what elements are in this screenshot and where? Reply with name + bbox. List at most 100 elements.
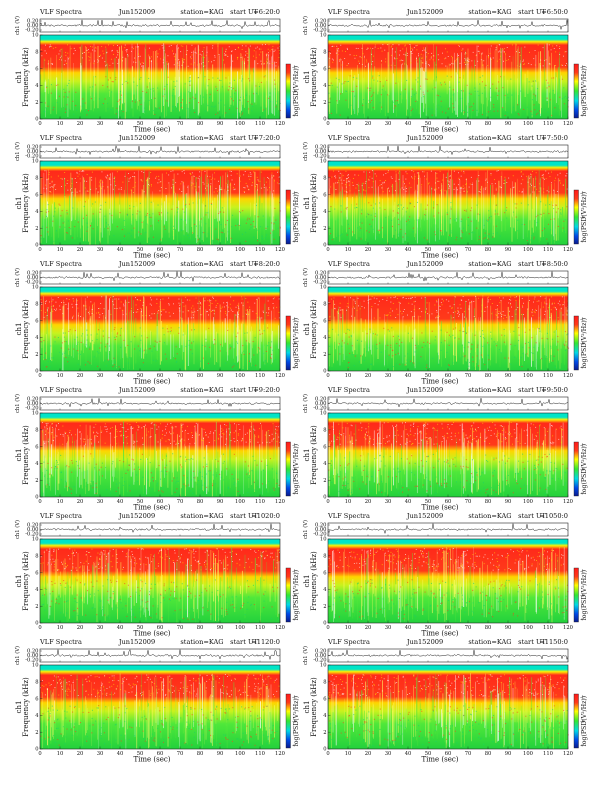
channel-side-label: ch1 xyxy=(303,449,311,462)
spectrogram-texture xyxy=(328,673,569,749)
time-tick-label: 70 xyxy=(177,751,184,757)
waveform-tick-label: 0.00 xyxy=(27,23,39,29)
waveform-tick-label: -0.20 xyxy=(313,154,326,160)
frequency-axis-label: Frequency (kHz) xyxy=(22,677,30,737)
colorbar-label: log(PSD(V²/Hz)) xyxy=(293,192,300,242)
frequency-tick-label: 0 xyxy=(35,369,38,375)
panel-station: station=KAG xyxy=(180,386,223,394)
waveform-tick-label: 0.00 xyxy=(315,653,327,659)
spectrogram-panel: VLF Spectra Jun152009 station=KAG start UT =… xyxy=(12,132,300,260)
waveform-ylabel: ch1 (V) xyxy=(302,646,309,665)
waveform-ylabel: ch1 (V) xyxy=(302,142,309,161)
waveform-tick-label: -0.20 xyxy=(25,658,38,664)
frequency-tick-label: 4 xyxy=(323,461,327,467)
panel-station: station=KAG xyxy=(180,8,223,16)
time-tick-label: 50 xyxy=(137,751,144,757)
time-tick-label: 110 xyxy=(543,499,553,505)
time-tick-label: 90 xyxy=(217,625,224,631)
time-tick-label: 40 xyxy=(117,121,124,127)
time-tick-label: 20 xyxy=(77,751,84,757)
colorbar-tick-label: -4 xyxy=(580,89,584,94)
spectrogram-image xyxy=(40,161,280,245)
frequency-tick-label: 8 xyxy=(323,554,326,560)
colorbar-tick-label: -4 xyxy=(292,341,296,346)
panel-date: Jun152009 xyxy=(406,638,443,646)
time-tick-label: 120 xyxy=(563,121,573,127)
waveform-ylabel: ch1 (V) xyxy=(14,16,21,35)
time-tick-label: 100 xyxy=(235,121,245,127)
frequency-tick-label: 10 xyxy=(320,663,327,669)
panel-svg: VLF Spectra Jun152009 station=KAG start UT=… xyxy=(14,512,300,638)
panel-station: station=KAG xyxy=(180,134,223,142)
time-tick-label: 0 xyxy=(326,247,329,253)
colorbar-tick-label: -7 xyxy=(580,239,584,244)
spectrogram-texture xyxy=(328,547,569,623)
frequency-tick-label: 2 xyxy=(35,478,38,484)
panel-type-label: VLF Spectra xyxy=(327,260,370,268)
time-tick-label: 20 xyxy=(365,751,372,757)
time-axis-label: Time (sec) xyxy=(421,378,458,386)
time-tick-label: 60 xyxy=(157,373,164,379)
time-tick-label: 100 xyxy=(523,499,533,505)
waveform-tick-label: -0.20 xyxy=(313,532,326,538)
panel-type-label: VLF Spectra xyxy=(327,134,370,142)
time-tick-label: 30 xyxy=(385,121,392,127)
time-tick-label: 60 xyxy=(445,625,452,631)
spectrogram-image xyxy=(328,413,568,497)
panel-date: Jun152009 xyxy=(118,260,155,268)
waveform-tick-label: 0.20 xyxy=(27,19,39,25)
frequency-tick-label: 4 xyxy=(323,83,327,89)
time-tick-label: 10 xyxy=(345,373,352,379)
frequency-tick-label: 4 xyxy=(323,587,327,593)
spectrogram-panel: VLF Spectra Jun152009 station=KAG start UT =… xyxy=(300,384,588,512)
frequency-axis-label: Frequency (kHz) xyxy=(310,299,318,359)
waveform-tick-label: 0.20 xyxy=(315,19,327,25)
waveform-tick-label: -0.20 xyxy=(25,154,38,160)
frequency-axis-label: Frequency (kHz) xyxy=(310,551,318,611)
colorbar-tick-label: -1 xyxy=(292,695,296,700)
colorbar xyxy=(573,567,579,623)
waveform-trace xyxy=(327,398,569,408)
time-tick-label: 90 xyxy=(217,499,224,505)
spectrogram-panel: VLF Spectra Jun152009 station=KAG start UT =… xyxy=(12,258,300,386)
frequency-tick-label: 2 xyxy=(323,478,326,484)
time-tick-label: 30 xyxy=(97,121,104,127)
colorbar-tick-label: -1 xyxy=(292,191,296,196)
waveform-tick-label: 0.00 xyxy=(315,527,327,533)
waveform-tick-label: 0.20 xyxy=(27,649,39,655)
frequency-tick-label: 8 xyxy=(35,680,38,686)
time-tick-label: 0 xyxy=(38,499,41,505)
time-tick-label: 60 xyxy=(157,247,164,253)
time-tick-label: 70 xyxy=(177,499,184,505)
panel-start-prefix: start UT xyxy=(230,260,258,268)
time-tick-label: 110 xyxy=(255,499,265,505)
time-tick-label: 20 xyxy=(77,373,84,379)
colorbar-label: log(PSD(V²/Hz)) xyxy=(581,192,588,242)
time-tick-label: 20 xyxy=(365,247,372,253)
waveform-ylabel: ch1 (V) xyxy=(302,520,309,539)
panel-svg: VLF Spectra Jun152009 station=KAG start UT=… xyxy=(302,638,588,764)
time-tick-label: 10 xyxy=(345,625,352,631)
time-tick-label: 90 xyxy=(505,499,512,505)
channel-side-label: ch1 xyxy=(303,701,311,714)
time-tick-label: 70 xyxy=(177,625,184,631)
spectrogram-panel: VLF Spectra Jun152009 station=KAG start UT =… xyxy=(300,510,588,638)
frequency-tick-label: 6 xyxy=(35,192,38,198)
waveform-trace xyxy=(39,144,281,156)
time-tick-label: 50 xyxy=(137,499,144,505)
channel-side-label: ch1 xyxy=(15,323,23,336)
time-tick-label: 90 xyxy=(505,625,512,631)
time-tick-label: 120 xyxy=(275,625,285,631)
colorbar-label: log(PSD(V²/Hz)) xyxy=(293,66,300,116)
spectrogram-texture xyxy=(40,547,281,623)
waveform-tick-label: -0.20 xyxy=(25,406,38,412)
time-tick-label: 80 xyxy=(485,373,492,379)
frequency-tick-label: 4 xyxy=(323,209,327,215)
time-tick-label: 30 xyxy=(385,751,392,757)
time-tick-label: 20 xyxy=(77,499,84,505)
time-tick-label: 40 xyxy=(405,625,412,631)
time-tick-label: 0 xyxy=(326,121,329,127)
colorbar-tick-label: -7 xyxy=(292,743,296,748)
waveform-trace xyxy=(327,649,569,661)
frequency-tick-label: 10 xyxy=(32,663,39,669)
